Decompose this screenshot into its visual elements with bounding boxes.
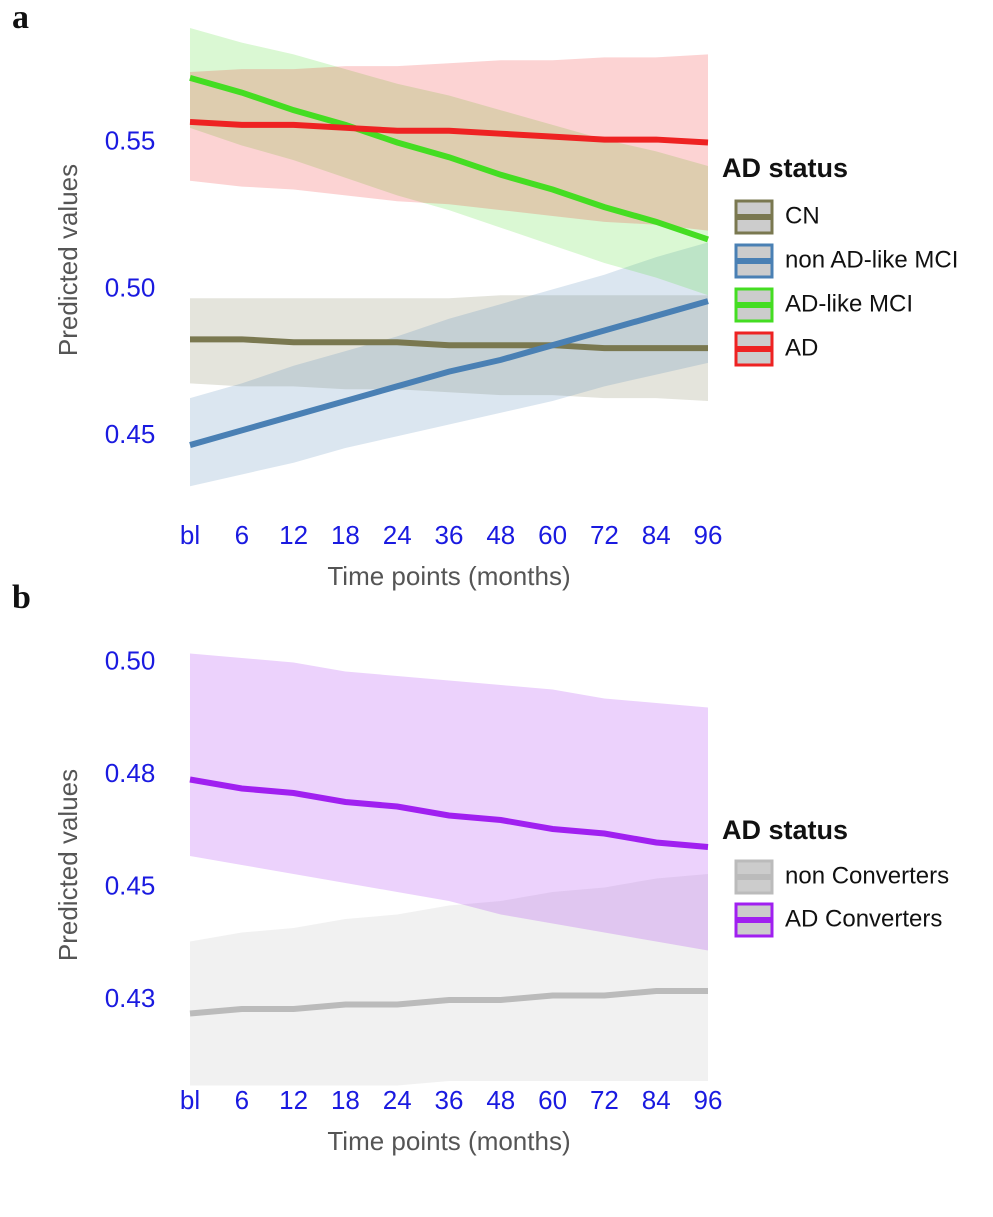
x-tick-label: bl	[180, 1085, 200, 1115]
y-axis-title: Predicted values	[53, 164, 83, 356]
line	[189, 74, 709, 243]
confidence-band	[190, 54, 708, 231]
y-tick-label: 0.43	[105, 983, 156, 1013]
x-axis-title: Time points (months)	[327, 1126, 570, 1156]
x-tick-label: 6	[235, 1085, 249, 1115]
legend-title: AD status	[722, 815, 848, 845]
x-tick-label: 6	[235, 520, 249, 550]
confidence-band	[190, 242, 708, 487]
x-tick-label: 72	[590, 1085, 619, 1115]
x-tick-label: 36	[435, 1085, 464, 1115]
line	[189, 776, 709, 850]
y-tick-label: 0.55	[105, 125, 156, 155]
x-tick-label: 84	[642, 1085, 671, 1115]
y-tick-label: 0.45	[105, 419, 156, 449]
y-tick-label: 0.48	[105, 758, 156, 788]
x-tick-label: 96	[694, 520, 723, 550]
x-tick-label: 96	[694, 1085, 723, 1115]
confidence-band	[190, 874, 708, 1086]
y-tick-label: 0.45	[105, 870, 156, 900]
x-tick-label: 18	[331, 1085, 360, 1115]
x-tick-label: bl	[180, 520, 200, 550]
x-tick-label: 84	[642, 520, 671, 550]
line	[189, 298, 709, 448]
x-tick-label: 60	[538, 1085, 567, 1115]
legend-label: non Converters	[785, 862, 949, 889]
x-tick-label: 72	[590, 520, 619, 550]
x-tick-label: 24	[383, 1085, 412, 1115]
x-tick-label: 36	[435, 520, 464, 550]
x-tick-label: 48	[486, 1085, 515, 1115]
legend-label: CN	[785, 202, 820, 229]
x-tick-label: 48	[486, 520, 515, 550]
legend-label: AD-like MCI	[785, 290, 913, 317]
x-tick-label: 12	[279, 1085, 308, 1115]
x-axis-title: Time points (months)	[327, 561, 570, 591]
line	[189, 988, 708, 1017]
confidence-band	[190, 27, 708, 296]
x-tick-label: 60	[538, 520, 567, 550]
line	[190, 336, 708, 352]
legend-label: non AD-like MCI	[785, 246, 958, 273]
legend-title: AD status	[722, 153, 848, 183]
y-axis-title: Predicted values	[53, 769, 83, 961]
legend-label: AD	[785, 334, 818, 361]
panel-label: a	[12, 0, 29, 36]
line	[189, 118, 709, 146]
y-tick-label: 0.50	[105, 645, 156, 675]
legend-label: AD Converters	[785, 905, 942, 932]
x-tick-label: 18	[331, 520, 360, 550]
confidence-band	[190, 653, 708, 951]
y-tick-label: 0.50	[105, 272, 156, 302]
x-tick-label: 24	[383, 520, 412, 550]
panel-label: b	[12, 579, 31, 616]
x-tick-label: 12	[279, 520, 308, 550]
